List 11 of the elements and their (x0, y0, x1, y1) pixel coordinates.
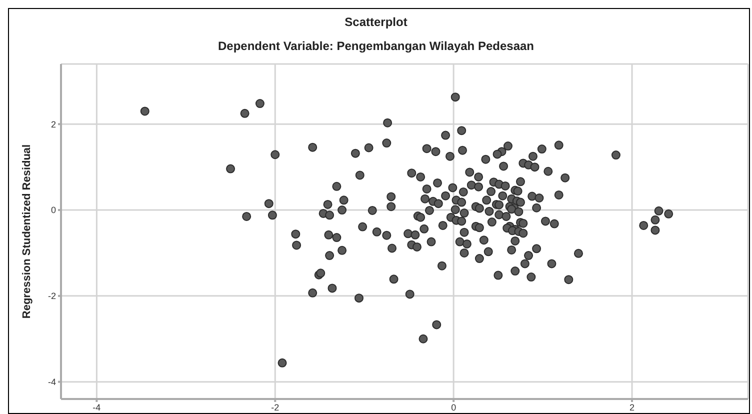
chart-title: Scatterplot (344, 15, 408, 29)
chart-subtitle: Dependent Variable: Pengembangan Wilayah Pedesaan (217, 39, 535, 53)
x-tick-label: -2 (271, 402, 280, 412)
x-tick-label: 2 (630, 402, 635, 412)
y-tick-label: 0 (50, 205, 56, 216)
y-tick-label: -2 (48, 291, 56, 302)
y-tick-label: -4 (48, 377, 56, 388)
y-tick-label: 2 (50, 119, 56, 130)
x-tick-label: 0 (451, 402, 456, 412)
x-tick-label: -4 (92, 402, 101, 412)
y-axis-title: Regression Studentized Residual (20, 144, 33, 319)
